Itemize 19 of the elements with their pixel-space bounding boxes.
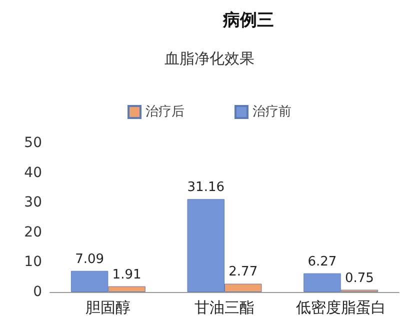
- y-tick-label: 40: [24, 164, 42, 181]
- data-label: 2.77: [228, 264, 258, 280]
- x-tick-label: 低密度脂蛋白: [296, 298, 386, 316]
- data-label: 7.09: [75, 252, 104, 267]
- y-tick-label: 10: [24, 254, 42, 270]
- y-tick-label: 20: [24, 224, 42, 240]
- data-label: 31.16: [187, 180, 224, 196]
- y-tick-label: 0: [33, 284, 42, 300]
- legend-label: 治疗后: [146, 104, 184, 120]
- data-label: 6.27: [308, 254, 337, 270]
- data-label: 1.91: [112, 267, 142, 282]
- legend-label: 治疗前: [252, 104, 292, 120]
- y-tick-label: 50: [24, 135, 42, 151]
- data-label: 0.75: [344, 270, 374, 286]
- y-tick-label: 30: [24, 194, 42, 211]
- x-tick-label: 胆固醇: [86, 298, 131, 316]
- x-tick-label: 甘油三酯: [194, 298, 254, 316]
- chart-title: 血脂净化效果: [164, 50, 254, 68]
- text: 病例三: [222, 10, 274, 30]
